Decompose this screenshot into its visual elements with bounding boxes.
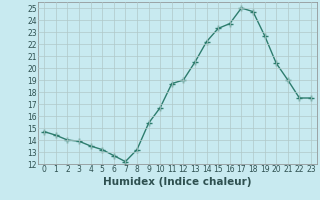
X-axis label: Humidex (Indice chaleur): Humidex (Indice chaleur) (103, 177, 252, 187)
